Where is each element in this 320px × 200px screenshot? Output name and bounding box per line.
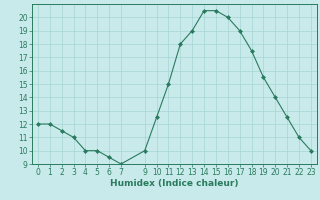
X-axis label: Humidex (Indice chaleur): Humidex (Indice chaleur) xyxy=(110,179,239,188)
